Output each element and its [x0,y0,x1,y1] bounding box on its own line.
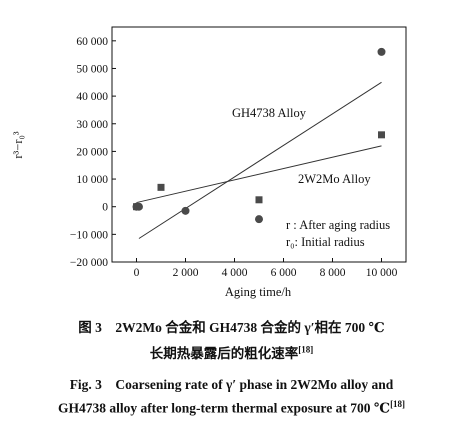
point-gh4738 [255,215,263,224]
y-tick-label: 50 000 [76,63,108,75]
x-tick-label: 8 000 [320,267,346,279]
point-2w2mo [157,183,165,191]
y-tick-label: −20 000 [70,257,108,269]
coarsening-chart: −20 000 −10 000 0 10 000 20 000 30 000 40 000 5… [11,26,407,299]
fit-line-gh4738 [138,81,382,239]
y-axis: −20 000 −10 000 0 10 000 20 000 30 000 40 000 5… [70,36,116,269]
x-tick-label: 10 000 [366,267,398,279]
annotation-after-aging-radius: r : After aging radius [286,218,390,232]
x-tick-label: 0 [134,267,140,279]
y-axis-title: r³−r₀³ [11,131,25,158]
x-axis-title: Aging time/h [225,285,292,299]
x-axis: 0 2 000 4 000 6 000 8 000 10 000 [134,258,398,279]
caption-cn-line2: 长期热暴露后的粗化速率[18] [0,342,463,362]
point-gh4738 [377,47,386,56]
series-label-2w2mo: 2W2Mo Alloy [298,172,371,186]
x-tick-label: 6 000 [271,267,297,279]
caption-en-ref: [18] [390,399,406,409]
fit-lines [136,81,382,239]
data-points [132,47,386,224]
y-tick-label: 40 000 [76,91,108,103]
y-tick-label: 20 000 [76,146,108,158]
point-2w2mo [378,131,385,139]
caption-en-text: GH4738 alloy after long-term thermal exp… [57,400,391,416]
point-2w2mo [255,196,263,204]
fit-line-2w2mo [136,145,382,204]
y-tick-label: 30 000 [76,119,108,131]
caption-en-line1: Fig. 3 Coarsening rate of γ′ phase in 2W… [69,377,394,392]
plot-border [111,26,407,263]
caption-cn-text: 长期热暴露后的粗化速率 [149,346,299,361]
x-tick-label: 4 000 [222,267,248,279]
x-tick-label: 2 000 [173,267,199,279]
caption-cn-ref: [18] [298,344,314,355]
annotation-initial-radius: r₀: Initial radius [286,235,365,249]
y-tick-label: 60 000 [76,36,108,48]
caption-cn-line1: 图 3 2W2Mo 合金和 GH4738 合金的 γ′相在 700 ℃ [78,320,385,335]
y-tick-label: 0 [102,202,108,214]
caption-en-line2: GH4738 alloy after long-term thermal exp… [0,399,463,417]
y-tick-label: −10 000 [70,229,108,241]
series-label-gh4738: GH4738 Alloy [232,106,307,120]
y-tick-label: 10 000 [76,174,108,186]
point-gh4738 [181,206,190,215]
point-2w2mo [133,203,140,211]
plot-frame [111,26,407,263]
